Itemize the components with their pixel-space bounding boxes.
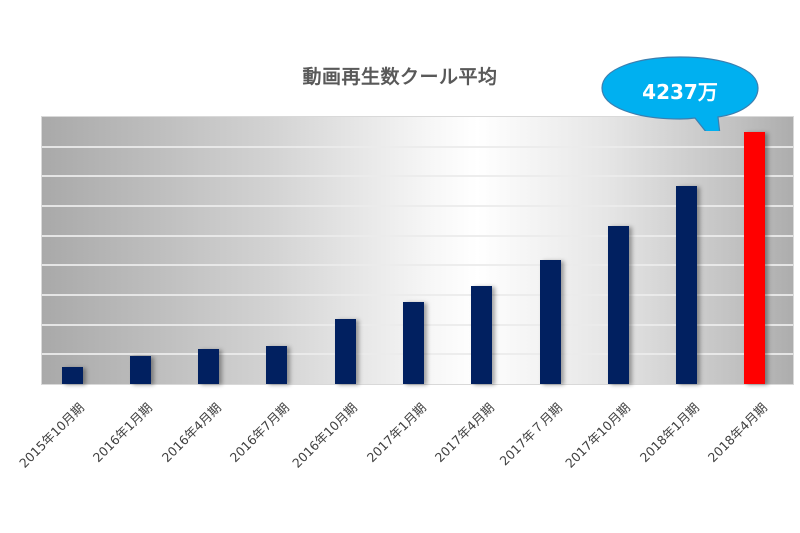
callout-value: 4237万: [642, 80, 718, 104]
bar-2016年4月期: [198, 349, 220, 384]
bar-2018年1月期: [676, 186, 698, 384]
bar-2017年10月期: [607, 226, 629, 384]
bar-2016年7月期: [266, 346, 288, 384]
bar-2017年７月期: [539, 260, 561, 384]
gridline: [42, 234, 793, 237]
bar-2017年4月期: [471, 286, 493, 384]
bar-2016年10月期: [334, 319, 356, 384]
chart-title: 動画再生数クール平均: [302, 66, 498, 88]
bar-2015年10月期: [61, 367, 83, 384]
gridline: [42, 175, 793, 178]
speech-bubble-callout: [601, 56, 759, 131]
bar-2016年1月期: [129, 356, 151, 384]
bar-2018年4月期: [744, 132, 766, 384]
gridline: [42, 294, 793, 296]
gridline: [42, 264, 793, 267]
gridline: [42, 145, 793, 148]
bar-2017年1月期: [403, 302, 424, 384]
plot-area: [41, 116, 794, 385]
gridline: [42, 205, 793, 207]
